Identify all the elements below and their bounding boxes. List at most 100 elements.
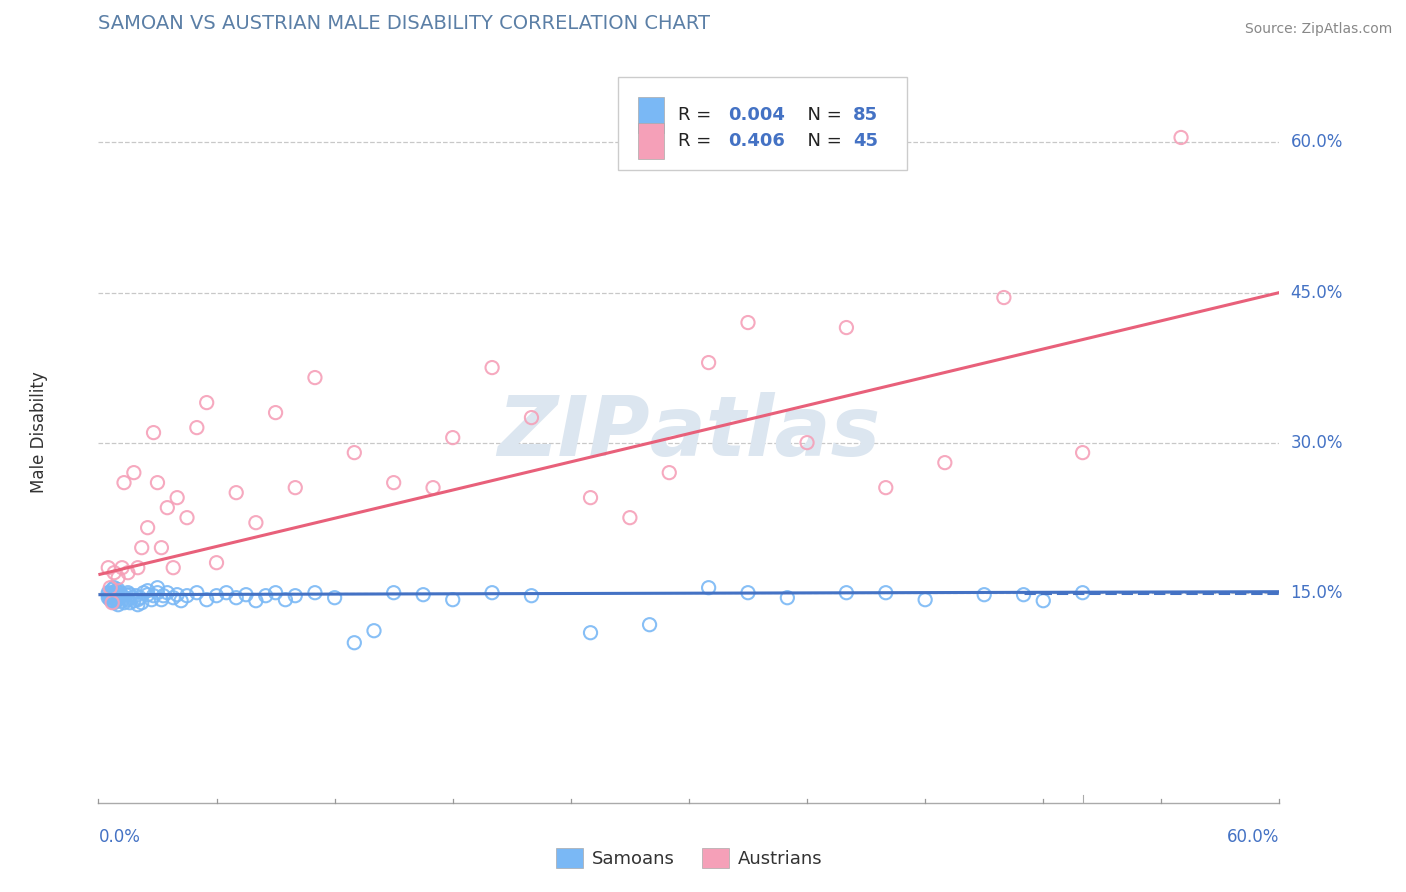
Point: [98, 589, 121, 603]
Point: [205, 556, 228, 570]
Point: [205, 589, 228, 603]
Point: [142, 589, 165, 603]
Point: [245, 593, 267, 607]
Point: [176, 510, 198, 524]
Point: [697, 581, 720, 595]
Point: [121, 591, 143, 605]
Text: 45: 45: [853, 132, 879, 150]
Point: [284, 589, 307, 603]
Point: [225, 485, 247, 500]
Point: [170, 593, 193, 607]
Point: [111, 560, 134, 574]
Point: [412, 588, 434, 602]
Point: [150, 592, 173, 607]
Point: [107, 582, 129, 597]
Point: [162, 560, 184, 574]
Point: [166, 491, 188, 505]
Point: [107, 588, 129, 602]
Point: [1032, 593, 1054, 607]
Point: [304, 585, 326, 599]
Point: [176, 589, 198, 603]
Point: [101, 596, 124, 610]
FancyBboxPatch shape: [619, 78, 907, 169]
Point: [105, 583, 128, 598]
Point: [264, 585, 287, 599]
Point: [98, 581, 121, 595]
Point: [117, 592, 139, 607]
Point: [835, 585, 858, 599]
Text: 0.406: 0.406: [728, 132, 785, 150]
Point: [127, 598, 149, 612]
Point: [520, 410, 543, 425]
Point: [382, 585, 405, 599]
Point: [993, 291, 1015, 305]
Point: [98, 592, 121, 607]
Point: [122, 466, 145, 480]
Point: [112, 596, 135, 610]
Point: [195, 592, 218, 607]
Text: 45.0%: 45.0%: [1291, 284, 1343, 301]
Point: [118, 596, 141, 610]
Point: [245, 516, 267, 530]
Point: [125, 589, 148, 603]
Point: [1012, 588, 1035, 602]
Point: [103, 596, 125, 610]
Point: [697, 355, 720, 369]
Point: [111, 589, 134, 603]
Point: [658, 466, 681, 480]
Point: [103, 581, 125, 595]
Text: Male Disability: Male Disability: [31, 372, 48, 493]
Point: [131, 596, 153, 610]
Text: 30.0%: 30.0%: [1291, 434, 1343, 451]
Point: [382, 475, 405, 490]
Point: [142, 425, 165, 440]
Text: 60.0%: 60.0%: [1227, 828, 1279, 846]
Point: [166, 588, 188, 602]
Point: [103, 585, 125, 599]
Point: [128, 591, 150, 605]
Point: [481, 585, 503, 599]
Point: [343, 636, 366, 650]
Point: [264, 406, 287, 420]
Point: [131, 541, 153, 555]
Point: [520, 589, 543, 603]
Legend: Samoans, Austrians: Samoans, Austrians: [548, 841, 830, 875]
Point: [737, 316, 759, 330]
Point: [108, 591, 131, 605]
Text: ZIP​atlas: ZIP​atlas: [498, 392, 880, 473]
Point: [150, 541, 173, 555]
Point: [875, 481, 897, 495]
Point: [117, 585, 139, 599]
Point: [107, 571, 129, 585]
Text: SAMOAN VS AUSTRIAN MALE DISABILITY CORRELATION CHART: SAMOAN VS AUSTRIAN MALE DISABILITY CORRE…: [98, 13, 710, 33]
Text: Source: ZipAtlas.com: Source: ZipAtlas.com: [1244, 22, 1392, 37]
Point: [97, 585, 120, 599]
Point: [225, 591, 247, 605]
FancyBboxPatch shape: [638, 123, 664, 159]
Point: [136, 588, 159, 602]
Point: [737, 585, 759, 599]
Point: [111, 593, 134, 607]
Point: [1170, 130, 1192, 145]
Point: [103, 588, 125, 602]
Point: [146, 475, 169, 490]
Text: 15.0%: 15.0%: [1291, 583, 1343, 602]
Point: [146, 581, 169, 595]
Point: [186, 585, 208, 599]
Text: N =: N =: [796, 132, 848, 150]
Point: [156, 585, 179, 599]
Point: [195, 395, 218, 409]
Point: [1071, 585, 1094, 599]
Point: [274, 592, 297, 607]
Point: [132, 585, 155, 599]
Point: [162, 591, 184, 605]
Point: [117, 566, 139, 580]
Point: [973, 588, 995, 602]
Text: N =: N =: [796, 106, 848, 124]
Point: [284, 481, 307, 495]
Point: [441, 592, 464, 607]
Point: [101, 582, 124, 597]
Point: [101, 585, 124, 599]
Point: [97, 591, 120, 605]
Point: [481, 360, 503, 375]
